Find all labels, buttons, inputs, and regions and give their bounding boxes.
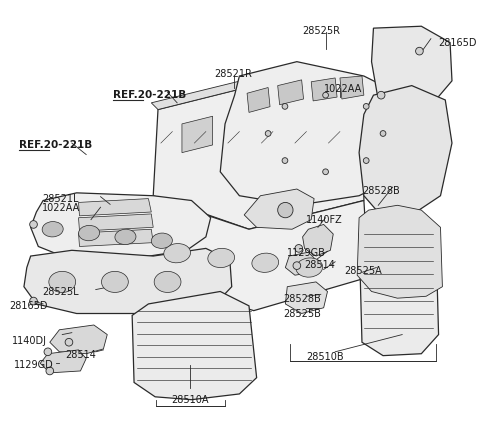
Polygon shape: [79, 214, 153, 231]
Polygon shape: [31, 193, 211, 260]
Circle shape: [44, 348, 52, 356]
Polygon shape: [357, 205, 443, 298]
Polygon shape: [340, 76, 364, 99]
Text: REF.20-221B: REF.20-221B: [19, 140, 93, 150]
Polygon shape: [359, 86, 452, 218]
Ellipse shape: [49, 271, 76, 293]
Text: 28510B: 28510B: [306, 352, 344, 362]
Polygon shape: [278, 80, 303, 105]
Ellipse shape: [115, 229, 136, 245]
Ellipse shape: [296, 258, 323, 277]
Circle shape: [282, 158, 288, 163]
Circle shape: [363, 158, 369, 163]
Text: 28165D: 28165D: [10, 301, 48, 311]
Polygon shape: [144, 196, 369, 311]
Text: 28528B: 28528B: [284, 294, 321, 304]
Circle shape: [30, 220, 37, 228]
Ellipse shape: [164, 243, 191, 263]
Text: 1129GD: 1129GD: [14, 360, 54, 371]
Text: 1022AA: 1022AA: [324, 84, 362, 94]
Polygon shape: [153, 81, 364, 229]
Polygon shape: [285, 282, 327, 313]
Text: 28510A: 28510A: [171, 395, 208, 405]
Polygon shape: [285, 252, 316, 275]
Polygon shape: [132, 291, 257, 400]
Ellipse shape: [101, 271, 128, 293]
Polygon shape: [50, 325, 107, 354]
Circle shape: [65, 338, 73, 346]
Circle shape: [293, 262, 300, 270]
Text: 28165D: 28165D: [439, 38, 477, 48]
Ellipse shape: [79, 226, 99, 241]
Polygon shape: [359, 215, 439, 356]
Circle shape: [278, 202, 293, 218]
Polygon shape: [24, 248, 232, 313]
Circle shape: [295, 245, 302, 252]
Polygon shape: [151, 74, 364, 114]
Text: 1140DJ: 1140DJ: [12, 337, 47, 346]
Polygon shape: [220, 61, 412, 205]
Ellipse shape: [208, 248, 235, 268]
Text: 28521R: 28521R: [215, 69, 252, 79]
Text: 1129GB: 1129GB: [287, 248, 326, 258]
Polygon shape: [79, 229, 153, 246]
Ellipse shape: [42, 222, 63, 237]
Text: 28525A: 28525A: [345, 265, 383, 276]
Text: 28528B: 28528B: [362, 186, 400, 196]
Text: 28514: 28514: [304, 260, 336, 270]
Circle shape: [323, 92, 328, 98]
Ellipse shape: [151, 233, 172, 248]
Polygon shape: [270, 126, 300, 162]
Polygon shape: [244, 189, 314, 229]
Ellipse shape: [154, 271, 181, 293]
Circle shape: [377, 91, 385, 99]
Circle shape: [380, 131, 386, 137]
Circle shape: [416, 47, 423, 55]
Circle shape: [323, 169, 328, 175]
Text: 1022AA: 1022AA: [42, 204, 80, 213]
Polygon shape: [314, 131, 345, 167]
Text: 1140FZ: 1140FZ: [306, 215, 343, 225]
Ellipse shape: [252, 253, 278, 272]
Polygon shape: [311, 78, 337, 101]
Polygon shape: [302, 224, 333, 256]
Polygon shape: [79, 198, 151, 216]
Polygon shape: [226, 121, 257, 157]
Text: 28525B: 28525B: [284, 309, 321, 319]
Text: 28525L: 28525L: [42, 287, 79, 297]
Polygon shape: [40, 350, 86, 373]
Circle shape: [363, 103, 369, 109]
Polygon shape: [182, 116, 213, 153]
Polygon shape: [372, 26, 452, 109]
Circle shape: [282, 103, 288, 109]
Polygon shape: [247, 87, 270, 112]
Text: 28525R: 28525R: [302, 26, 340, 36]
Text: REF.20-221B: REF.20-221B: [113, 90, 186, 100]
Circle shape: [30, 297, 37, 305]
Circle shape: [46, 367, 54, 375]
Text: 28514: 28514: [65, 350, 96, 360]
Circle shape: [265, 131, 271, 137]
Text: 28521L: 28521L: [42, 194, 79, 204]
